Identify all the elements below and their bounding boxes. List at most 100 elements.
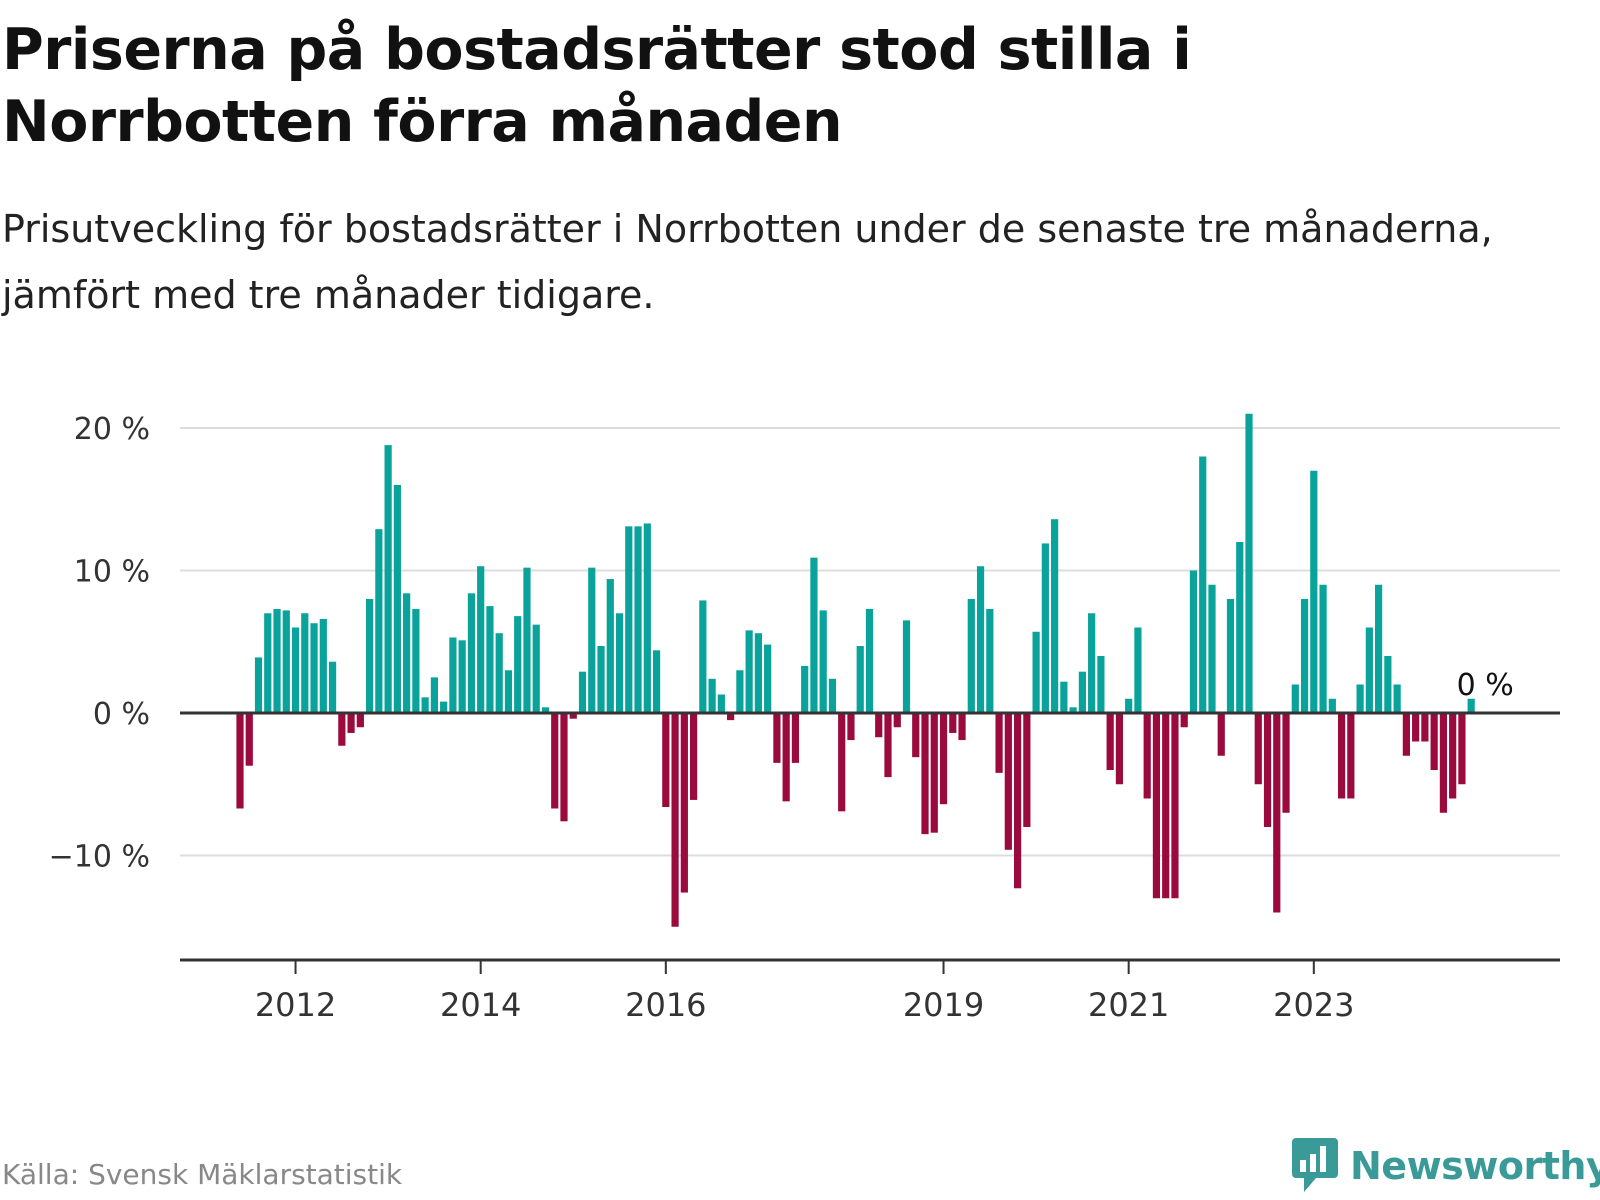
- bar: [652, 650, 661, 713]
- bar: [995, 713, 1003, 773]
- bar: [1152, 713, 1161, 899]
- bar: [254, 657, 263, 713]
- bar: [551, 713, 559, 809]
- bar: [1319, 584, 1327, 713]
- bar: [403, 593, 411, 713]
- bar: [884, 713, 892, 778]
- bar: [912, 713, 920, 758]
- bar: [875, 713, 883, 738]
- x-tick-label: 2014: [440, 986, 521, 1020]
- bar: [1023, 713, 1031, 827]
- bar: [273, 608, 281, 713]
- bar: [1134, 627, 1142, 713]
- bar: [421, 697, 429, 713]
- logo-text: Newsworthy: [1350, 1144, 1600, 1188]
- bar: [1356, 684, 1364, 713]
- bar: [1412, 713, 1420, 742]
- x-tick-label: 2021: [1088, 986, 1169, 1020]
- bar: [1060, 681, 1068, 713]
- bar: [606, 579, 614, 713]
- bar: [773, 713, 781, 763]
- bar: [1226, 599, 1235, 713]
- bar: [949, 713, 957, 733]
- bar: [1254, 713, 1262, 785]
- bar: [1282, 713, 1290, 813]
- bar: [1097, 656, 1105, 713]
- bar: [791, 713, 800, 763]
- bar: [1032, 631, 1040, 713]
- bar: [1189, 570, 1198, 713]
- bar: [1402, 713, 1410, 756]
- bar: [736, 670, 744, 713]
- chart-title: Priserna på bostadsrätter stod stilla i …: [2, 17, 1192, 155]
- bar: [1421, 713, 1429, 742]
- bar: [976, 566, 985, 713]
- bar: [1291, 684, 1299, 713]
- bar: [1467, 698, 1475, 713]
- bar: [449, 637, 457, 713]
- bar: [245, 713, 253, 766]
- bar: [1300, 599, 1309, 713]
- bar: [569, 713, 577, 719]
- x-tick-label: 2023: [1273, 986, 1354, 1020]
- bar: [1051, 519, 1059, 713]
- bar: [588, 567, 596, 713]
- bar: [847, 713, 855, 741]
- bar: [236, 713, 244, 809]
- bar: [615, 613, 624, 713]
- bar: [440, 701, 448, 713]
- bar: [967, 599, 975, 713]
- y-tick-label: −10 %: [49, 840, 150, 875]
- y-tick-label: 10 %: [74, 555, 150, 590]
- bar: [282, 610, 290, 713]
- bar: [1199, 456, 1207, 713]
- bar: [865, 608, 874, 713]
- bar: [467, 593, 476, 713]
- bar: [717, 694, 725, 714]
- bar: [662, 713, 670, 808]
- chart-subtitle: Prisutveckling för bostadsrätter i Norrb…: [2, 207, 1493, 317]
- bar: [1337, 713, 1346, 799]
- bar: [1041, 543, 1049, 713]
- bar: [1162, 713, 1170, 899]
- bar: [264, 613, 272, 713]
- bar: [1458, 713, 1466, 785]
- bar: [541, 707, 550, 713]
- bar: [1393, 684, 1401, 713]
- bar: [680, 713, 688, 893]
- bar: [1217, 713, 1225, 756]
- bar: [578, 671, 587, 713]
- bar: [727, 713, 735, 721]
- bar: [412, 608, 420, 713]
- bar: [902, 620, 911, 714]
- bar: [495, 633, 503, 713]
- bar: [504, 670, 513, 713]
- newsworthy-logo: Newsworthy: [1290, 1136, 1600, 1196]
- bar: [1365, 627, 1373, 713]
- bar: [782, 713, 790, 802]
- bar: [893, 713, 901, 728]
- bar: [375, 529, 383, 713]
- bar: [597, 646, 605, 713]
- bar: [430, 677, 438, 714]
- bar: [310, 623, 318, 713]
- bar: [819, 610, 827, 713]
- bar: [1439, 713, 1448, 813]
- bar: [477, 566, 485, 713]
- bar: [939, 713, 948, 805]
- bar: [764, 644, 772, 713]
- y-tick-label: 0 %: [93, 697, 150, 732]
- bar: [671, 713, 679, 927]
- bar: [754, 633, 762, 713]
- bar: [921, 713, 929, 835]
- bar: [986, 608, 994, 713]
- bar: [486, 606, 494, 714]
- bar: [745, 630, 753, 713]
- bar: [625, 526, 633, 713]
- bar: [1180, 713, 1188, 728]
- bar: [393, 485, 401, 713]
- bar: [1171, 713, 1179, 899]
- bar: [1013, 713, 1022, 889]
- bar: [291, 627, 300, 713]
- bar: [1430, 713, 1438, 770]
